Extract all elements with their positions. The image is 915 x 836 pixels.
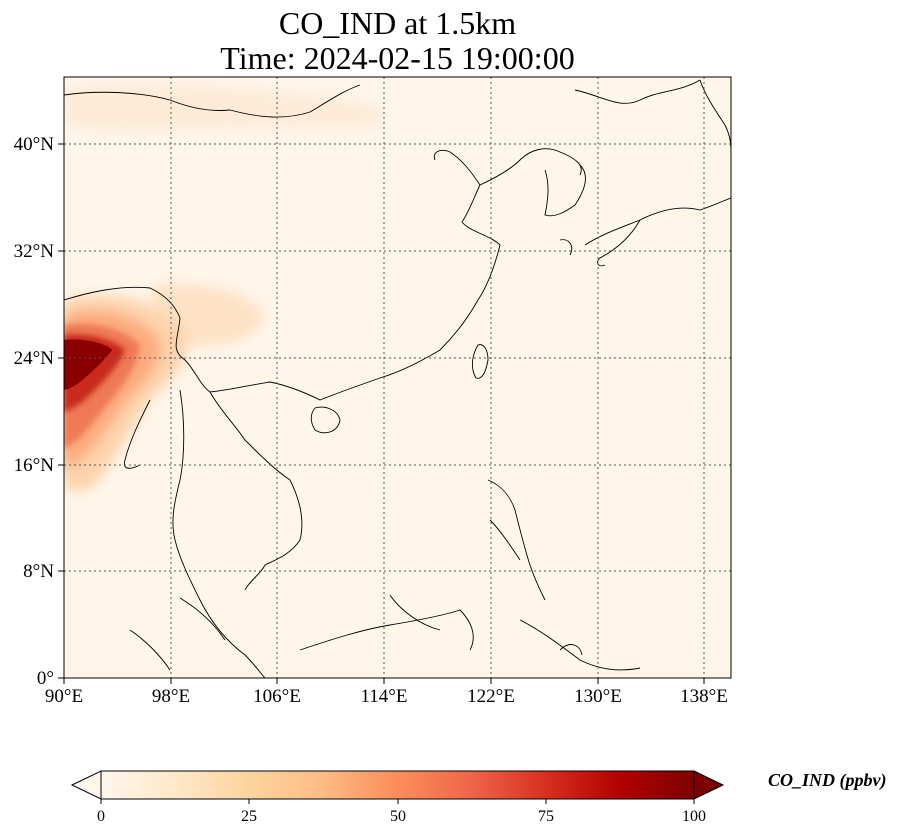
colorbar-extend-high: [693, 770, 725, 800]
colorbar-tick-100: 100: [682, 808, 706, 825]
lat-label-40n: 40°N: [14, 134, 55, 155]
colorbar-label: CO_IND (ppbv): [768, 770, 887, 790]
map-plot-area: [64, 77, 731, 678]
co-field-plume: [64, 295, 188, 490]
colorbar-tick-50: 50: [390, 808, 406, 825]
map-frame: [63, 76, 732, 679]
map-title-line2: Time: 2024-02-15 19:00:00: [220, 40, 575, 76]
lat-label-8n: 8°N: [23, 561, 54, 582]
lon-label-106e: 106°E: [253, 686, 301, 707]
lat-label-0: 0°: [37, 668, 54, 689]
coastlines: [64, 79, 731, 678]
lat-label-16n: 16°N: [14, 455, 55, 476]
lat-label-24n: 24°N: [14, 348, 55, 369]
colorbar-extend-low: [70, 770, 102, 800]
lon-label-98e: 98°E: [152, 686, 190, 707]
lon-label-90e: 90°E: [45, 686, 83, 707]
map-title-line1: CO_IND at 1.5km: [278, 5, 517, 41]
colorbar-tick-75: 75: [538, 808, 554, 825]
lat-tick-marks: [58, 143, 64, 679]
colorbar-tick-0: 0: [97, 808, 105, 825]
lon-label-122e: 122°E: [467, 686, 515, 707]
colorbar-gradient: [101, 771, 694, 799]
gridlines: [64, 77, 731, 678]
lat-label-32n: 32°N: [14, 241, 55, 262]
lon-label-138e: 138°E: [680, 686, 728, 707]
lon-label-114e: 114°E: [361, 686, 408, 707]
lon-label-130e: 130°E: [574, 686, 622, 707]
map-background-field: [64, 77, 731, 678]
lon-tick-marks: [63, 678, 705, 684]
colorbar: 0 25 50 75 100: [70, 770, 725, 825]
colorbar-tick-25: 25: [241, 808, 257, 825]
